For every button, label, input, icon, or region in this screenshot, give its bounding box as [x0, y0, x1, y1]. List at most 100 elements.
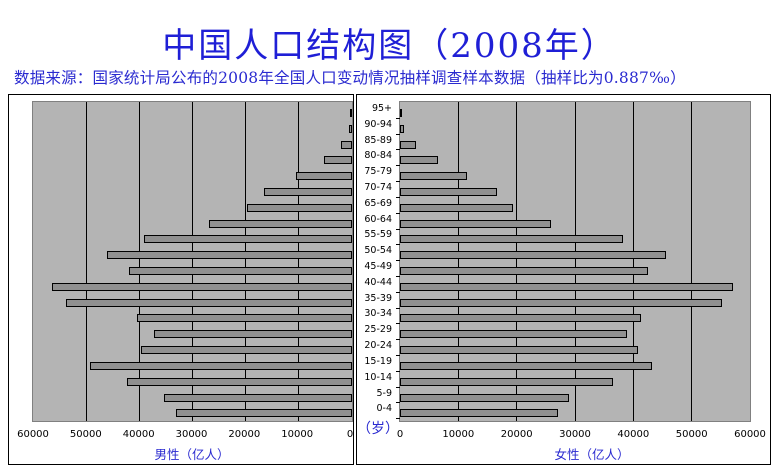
y-tick-mark [396, 386, 400, 388]
age-group-label: 5-9 [376, 387, 392, 399]
female-plot-area [399, 101, 751, 422]
bar-25-29 [153, 330, 352, 339]
x-tick-label: 10000 [442, 429, 475, 440]
bar-75-79 [295, 172, 352, 181]
y-tick-mark [396, 165, 400, 167]
x-tick-label: 50000 [69, 429, 102, 440]
bar-60-64 [209, 219, 352, 228]
male-x-axis-title: 男性（亿人） [154, 447, 230, 462]
bar-0-4 [175, 409, 352, 418]
y-tick-mark [396, 323, 400, 325]
age-group-label: 50-54 [364, 245, 392, 257]
gridline [516, 102, 518, 421]
bar-35-39 [400, 298, 723, 307]
bar-40-44 [52, 282, 352, 291]
bar-0-4 [400, 409, 558, 418]
female-x-axis-title: 女性（亿人） [554, 447, 630, 462]
bar-80-84 [324, 156, 352, 165]
bar-95+ [400, 108, 402, 117]
x-tick-label: 0 [346, 429, 354, 440]
bar-10-14 [400, 377, 614, 386]
y-tick-mark [396, 402, 400, 404]
age-group-label: 80-84 [364, 150, 392, 162]
y-tick-mark [396, 117, 400, 119]
bar-15-19 [400, 361, 653, 370]
chart-subtitle: 数据来源：国家统计局公布的2008年全国人口变动情况抽样调查样本数据（抽样比为0… [14, 69, 686, 87]
gridline [192, 102, 193, 421]
male-plot-area [32, 101, 353, 422]
y-tick-mark [396, 370, 400, 372]
x-tick-label: 0 [396, 429, 404, 440]
age-group-label: 55-59 [364, 229, 392, 241]
bar-45-49 [400, 267, 649, 276]
age-group-label: 25-29 [364, 324, 392, 336]
bar-80-84 [400, 156, 438, 165]
y-tick-mark [396, 275, 400, 277]
x-tick-label: 30000 [559, 429, 591, 440]
x-tick-label: 60000 [734, 429, 766, 440]
bar-5-9 [400, 393, 570, 402]
y-tick-mark [396, 244, 400, 246]
y-tick-mark [396, 212, 400, 214]
y-tick-mark [396, 291, 400, 293]
bar-75-79 [400, 172, 467, 181]
age-group-label: 35-39 [364, 292, 392, 304]
age-group-label: 95+ [371, 102, 392, 114]
age-group-label: 60-64 [364, 213, 392, 225]
bar-65-69 [247, 203, 352, 212]
age-group-label: 75-79 [364, 166, 392, 178]
bar-70-74 [400, 187, 497, 196]
age-group-label: 45-49 [364, 261, 392, 273]
age-group-label: 65-69 [364, 197, 392, 209]
y-tick-mark [396, 339, 400, 341]
bar-50-54 [400, 251, 667, 260]
age-group-label: 30-34 [364, 308, 392, 320]
x-tick-label: 20000 [500, 429, 533, 440]
gridline [298, 102, 299, 421]
age-group-label: 20-24 [364, 340, 392, 352]
age-group-label: 0-4 [376, 403, 392, 415]
x-tick-label: 10000 [281, 429, 314, 440]
age-group-label: 15-19 [364, 355, 392, 367]
bar-90-94 [349, 124, 352, 133]
gridline [458, 102, 460, 421]
gridline [139, 102, 140, 421]
age-group-label: 85-89 [364, 134, 392, 146]
bar-70-74 [264, 187, 352, 196]
bar-55-59 [143, 235, 352, 244]
y-tick-mark [396, 260, 400, 262]
age-group-label: 10-14 [364, 371, 392, 383]
y-tick-mark [396, 133, 400, 135]
bar-40-44 [400, 282, 733, 291]
x-tick-label: 40000 [122, 429, 155, 440]
bar-65-69 [400, 203, 513, 212]
gridline [86, 102, 87, 421]
bar-10-14 [126, 377, 352, 386]
y-tick-mark [396, 149, 400, 151]
bar-55-59 [400, 235, 624, 244]
bar-45-49 [128, 267, 352, 276]
x-tick-label: 20000 [228, 429, 261, 440]
gridline [632, 102, 634, 421]
bar-30-34 [400, 314, 642, 323]
bar-35-39 [66, 298, 352, 307]
gridline [245, 102, 246, 421]
gridline [690, 102, 692, 421]
x-tick-label: 60000 [17, 429, 49, 440]
y-tick-mark [396, 181, 400, 183]
y-tick-mark [396, 355, 400, 356]
bar-20-24 [140, 346, 352, 355]
bar-90-94 [400, 124, 405, 133]
age-group-label: 70-74 [364, 181, 392, 193]
bar-30-34 [136, 314, 352, 323]
x-tick-label: 40000 [617, 429, 650, 440]
y-tick-mark [396, 228, 400, 230]
bar-20-24 [400, 346, 639, 355]
x-tick-label: 30000 [175, 429, 208, 440]
bar-60-64 [400, 219, 551, 228]
bar-15-19 [90, 361, 352, 370]
bar-85-89 [400, 140, 416, 149]
bar-85-89 [341, 140, 352, 149]
y-tick-mark [396, 307, 400, 309]
x-tick-label: 50000 [675, 429, 708, 440]
